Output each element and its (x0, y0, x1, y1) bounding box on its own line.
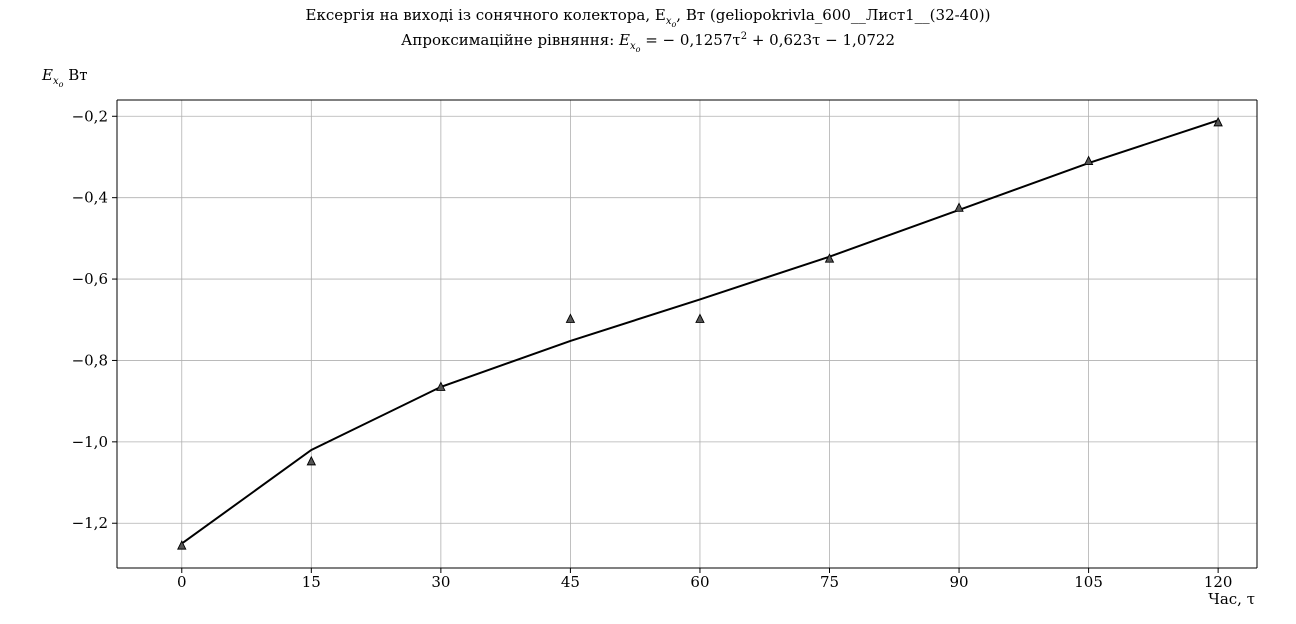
x-tick-label: 0 (177, 573, 187, 591)
x-tick-label: 75 (820, 573, 839, 591)
fit-line (181, 119, 1219, 545)
data-point-marker (695, 313, 705, 323)
data-point-marker (1213, 116, 1223, 127)
x-tick-label: 120 (1204, 573, 1233, 591)
y-tick-label: −0,4 (72, 189, 108, 207)
x-tick-label: 60 (690, 573, 709, 591)
data-point-marker (954, 202, 964, 212)
y-tick-label: −0,2 (72, 107, 108, 125)
grid (117, 100, 1257, 568)
y-tick-label: −1,0 (72, 433, 108, 451)
series (177, 116, 1223, 550)
y-axis-label: Exo Вт (42, 66, 88, 89)
x-tick-label: 45 (561, 573, 580, 591)
data-point-marker (824, 253, 835, 263)
x-tick-label: 90 (949, 573, 968, 591)
x-tick-label: 15 (302, 573, 321, 591)
y-tick-label: −0,8 (72, 351, 108, 369)
x-tick-label: 30 (431, 573, 450, 591)
chart-title: Ексергія на виході із сонячного колектор… (305, 6, 991, 29)
x-axis-label: Час, τ (1208, 590, 1255, 608)
axes (116, 99, 1258, 569)
data-point-marker (436, 381, 446, 391)
chart-subtitle: Апроксимаційне рівняння: Exo = − 0,1257τ… (400, 31, 895, 54)
ticks: 0 15 30 45 60 75 90 105 120 −1,2 −1,0 −0,8 −0,6 −0,4 −… (72, 107, 1233, 591)
x-tick-label: 105 (1074, 573, 1103, 591)
data-point-marker (565, 313, 576, 323)
y-tick-label: −0,6 (72, 270, 108, 288)
y-tick-label: −1,2 (72, 514, 108, 532)
data-point-marker (1083, 155, 1094, 165)
data-point-marker (306, 455, 317, 466)
data-point-marker (177, 540, 187, 550)
